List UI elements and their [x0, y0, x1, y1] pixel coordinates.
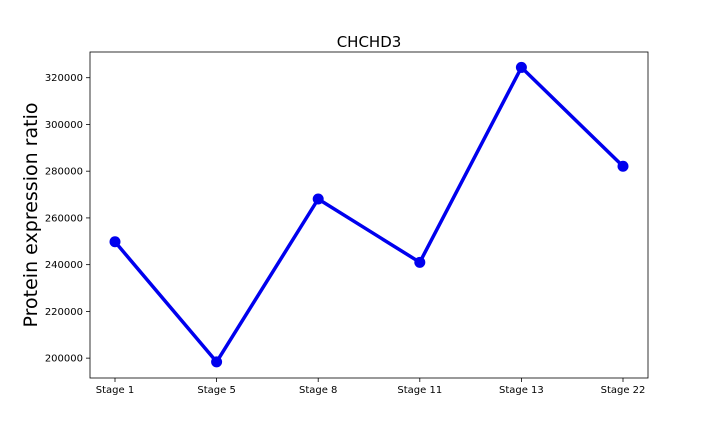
y-tick-label: 280000 [45, 167, 83, 178]
plot-frame [89, 51, 649, 379]
x-tick-label: Stage 22 [601, 385, 646, 396]
data-point [109, 236, 121, 248]
data-point [515, 61, 527, 73]
x-tick-label: Stage 8 [299, 385, 337, 396]
x-tick-label: Stage 5 [197, 385, 235, 396]
y-tick-label: 320000 [45, 73, 83, 84]
data-point [617, 160, 629, 172]
x-tick-label: Stage 11 [397, 385, 442, 396]
y-axis-label: Protein expression ratio [20, 103, 42, 328]
data-point [211, 356, 223, 368]
x-tick-label: Stage 13 [499, 385, 544, 396]
series-line [113, 65, 625, 364]
y-tick-label: 300000 [45, 120, 83, 131]
data-point [312, 193, 324, 205]
y-tick-label: 240000 [45, 260, 83, 271]
y-tick-label: 200000 [45, 354, 83, 365]
data-point [414, 256, 426, 268]
x-tick-label: Stage 1 [96, 385, 134, 396]
chart-title: CHCHD3 [337, 33, 402, 51]
y-tick-label: 260000 [45, 213, 83, 224]
plot-area: 200000 220000 240000 260000 280000 300000 3200… [45, 51, 649, 396]
y-tick-label: 220000 [45, 307, 83, 318]
